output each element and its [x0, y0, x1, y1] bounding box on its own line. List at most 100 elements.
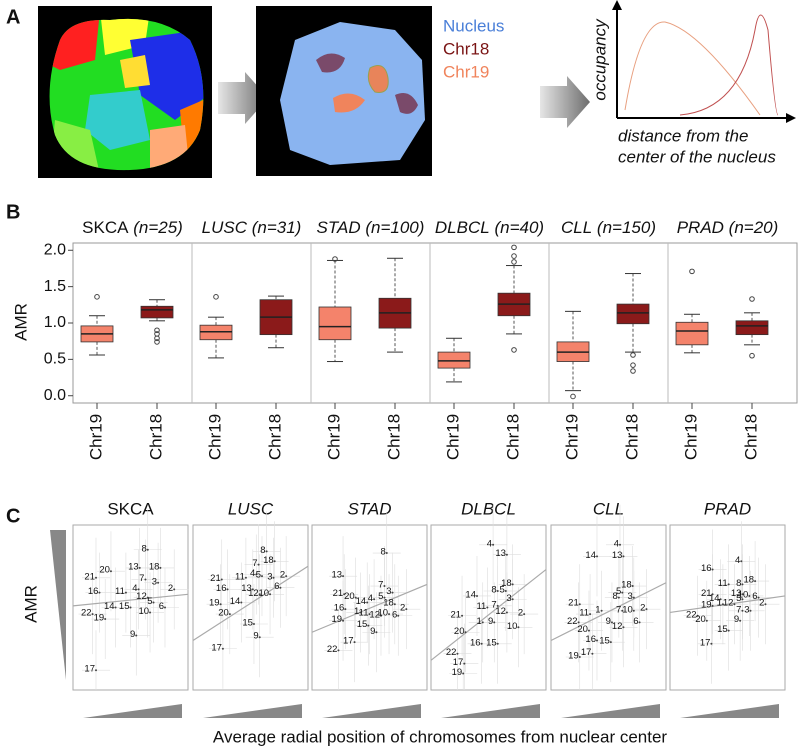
point-label: 10 [622, 604, 633, 615]
point-label: 18 [149, 561, 160, 572]
point-label: 13 [241, 583, 252, 594]
plot-frame [669, 524, 786, 691]
point-label: 15 [242, 618, 253, 629]
point-label: 3 [267, 571, 272, 582]
point-label: 16 [470, 637, 481, 648]
point [257, 563, 260, 566]
axis-label: center of the nucleus [618, 147, 776, 166]
point-label: 5 [378, 591, 383, 602]
point-label: 17 [581, 647, 592, 658]
point-label: 8 [260, 545, 265, 556]
point [137, 588, 140, 591]
point-label: 18 [501, 578, 512, 589]
point [385, 552, 388, 555]
point-label: 1 [717, 598, 722, 609]
x-tick-label: Chr18 [146, 414, 165, 460]
panel-title: SKCA [107, 499, 154, 518]
trend-line [430, 569, 547, 661]
point [596, 639, 598, 642]
point [739, 619, 742, 622]
legend-text: Nucleus [443, 16, 504, 35]
point [619, 543, 621, 546]
point-label: 1 [476, 616, 481, 627]
point [577, 621, 580, 624]
box [318, 306, 352, 341]
outlier [749, 296, 755, 302]
point [244, 576, 247, 579]
chromosome-image [38, 6, 212, 178]
point-label: 2 [280, 570, 285, 581]
point [741, 593, 744, 596]
trend-line [72, 593, 189, 607]
point-label: 5 [736, 593, 741, 604]
point-label: 12 [723, 598, 734, 609]
point [710, 642, 713, 645]
point [578, 603, 581, 606]
point [632, 596, 635, 599]
occupancy-schematic [612, 0, 796, 123]
outlier [511, 347, 517, 353]
point-label: 7 [252, 558, 257, 569]
point [265, 550, 268, 553]
point-label: 3 [386, 586, 391, 597]
point [219, 603, 222, 606]
point-label: 21 [84, 571, 95, 582]
point-label: 4 [368, 593, 373, 604]
point-label: 3 [744, 604, 749, 615]
point [343, 593, 346, 596]
point [366, 601, 369, 604]
outlier [511, 244, 517, 251]
point [367, 624, 370, 627]
point-label: 14 [585, 550, 596, 561]
point [748, 594, 751, 597]
point-label: 9 [606, 616, 611, 627]
point-label: 21 [701, 588, 712, 599]
panel-title: STAD [347, 499, 391, 518]
point-label: 10 [138, 606, 149, 617]
point [505, 553, 508, 556]
point [344, 608, 347, 611]
point [98, 591, 101, 594]
point-label: 13 [612, 550, 623, 561]
point-label: 8 [491, 585, 496, 596]
axis-label: Average radial position of chromosomes f… [213, 727, 668, 746]
point-label: 6 [159, 601, 164, 612]
point-label: 17 [700, 637, 711, 648]
group-n: (n=25) [133, 218, 183, 237]
point [757, 596, 760, 599]
point-label: 20 [218, 608, 229, 619]
ramp [680, 704, 779, 718]
point-label: 5 [616, 586, 621, 597]
trend-line [192, 565, 309, 642]
point [456, 652, 459, 655]
point-label: 15 [486, 637, 497, 648]
point-label: 10 [377, 608, 388, 619]
point-label: 5 [147, 596, 152, 607]
outlier [511, 253, 517, 259]
point-label: 22 [567, 616, 578, 627]
point-label: 20 [577, 624, 588, 635]
point [481, 621, 484, 624]
ramp [203, 704, 302, 718]
point [600, 609, 603, 612]
point-label: 14 [230, 596, 241, 607]
point [273, 560, 276, 563]
point [740, 560, 743, 563]
point [610, 621, 613, 624]
outlier [689, 268, 695, 275]
point [258, 636, 261, 639]
point [621, 591, 624, 594]
panel-title: DLBCL [461, 499, 516, 518]
legend-text: Chr18 [443, 39, 489, 58]
point-label: 15 [357, 619, 368, 630]
point [622, 555, 625, 558]
point [129, 606, 132, 609]
point-label: 19 [331, 614, 342, 625]
point [461, 614, 464, 617]
point [251, 588, 254, 591]
point-label: 22 [327, 644, 338, 655]
point-label: 1 [595, 604, 600, 615]
point-label: 8 [613, 591, 618, 602]
group-title: LUSC (n=31) [202, 218, 302, 237]
point-label: 9 [130, 629, 135, 640]
